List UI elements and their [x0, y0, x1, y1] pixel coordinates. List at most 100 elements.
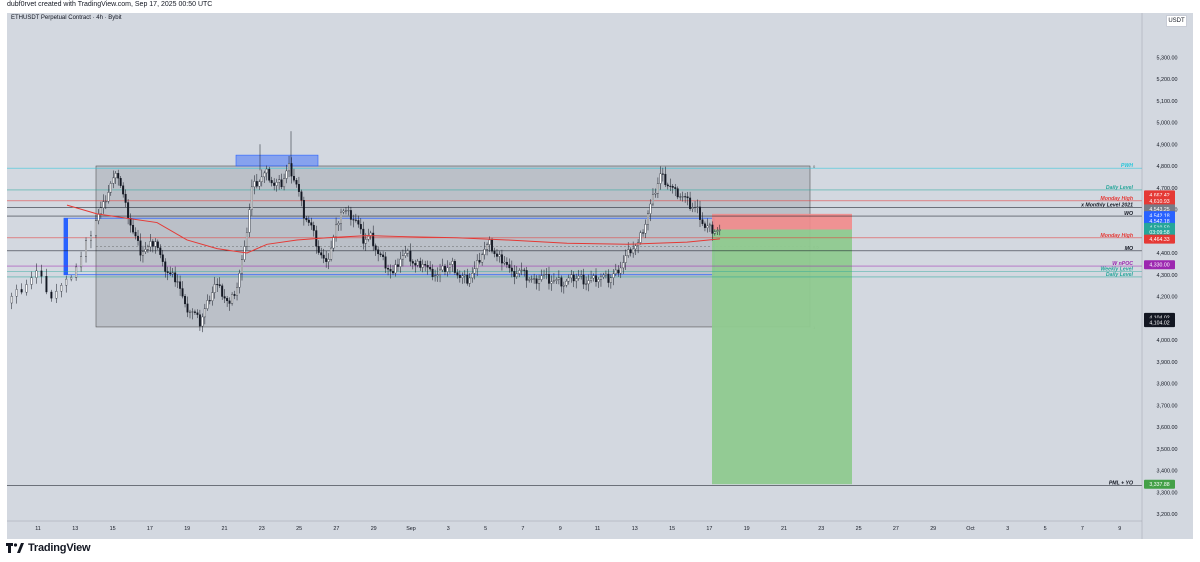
- candle-body: [453, 261, 456, 273]
- candle-body: [545, 273, 548, 275]
- symbol-label: ETHUSDT Perpetual Contract · 4h · Bybit: [11, 15, 122, 21]
- candle-body: [176, 281, 179, 283]
- candle-body: [713, 231, 716, 234]
- candle-body: [456, 272, 459, 276]
- level-label: Daily Level: [1106, 185, 1134, 191]
- credit-text: dubf0rvet created with TradingView.com, …: [7, 1, 213, 8]
- price-badge-text: 4,464.33: [1149, 237, 1169, 243]
- price-tick-label: 4,300.00: [1157, 273, 1178, 279]
- candle-body: [525, 270, 528, 281]
- candle-body: [466, 274, 469, 284]
- candle-body: [421, 264, 424, 268]
- candle-body: [372, 232, 375, 246]
- price-tick-label: 3,300.00: [1157, 490, 1178, 496]
- candle-body: [154, 241, 157, 247]
- candle-body: [627, 249, 630, 256]
- price-badge: [1144, 260, 1175, 270]
- candle-body: [510, 267, 513, 272]
- candle-body: [340, 211, 342, 224]
- candle-body: [674, 187, 677, 189]
- candle-body: [458, 275, 461, 278]
- candle-body: [250, 186, 253, 210]
- candle-body: [335, 224, 338, 238]
- candle-body: [696, 206, 699, 208]
- candle-body: [102, 201, 105, 208]
- candle-body: [530, 278, 533, 280]
- candle-body: [30, 277, 33, 285]
- candle-body: [518, 270, 521, 274]
- candle-body: [196, 312, 199, 315]
- candle-body: [94, 220, 97, 236]
- price-badge-text: 4,543.25: [1149, 207, 1169, 213]
- price-tick-label: 3,400.00: [1157, 469, 1178, 475]
- candle-body: [337, 223, 340, 226]
- time-tick-label: 21: [781, 526, 787, 532]
- candle-body: [562, 285, 565, 287]
- tradingview-logo[interactable]: TradingView: [6, 542, 91, 554]
- price-badge-text: 4,104.02: [1149, 321, 1169, 327]
- candle-body: [691, 207, 694, 209]
- candle-body: [295, 180, 298, 185]
- candle-body: [500, 254, 503, 264]
- candle-body: [701, 219, 704, 224]
- time-tick-label: 29: [930, 526, 936, 532]
- level-label: Monday High: [1100, 233, 1133, 239]
- candle-body: [676, 188, 679, 198]
- candle-body: [322, 254, 325, 259]
- candle-body: [124, 193, 127, 203]
- candle-body: [708, 224, 711, 227]
- blue-range-edge: [64, 218, 68, 275]
- candle-body: [169, 272, 172, 275]
- candle-body: [399, 258, 402, 267]
- candle-body: [288, 163, 291, 172]
- candle-body: [55, 291, 58, 299]
- price-tick-label: 4,000.00: [1157, 338, 1178, 344]
- candle-body: [483, 249, 486, 255]
- candle-body: [245, 232, 248, 247]
- candle-body: [320, 252, 323, 256]
- candle-body: [141, 251, 144, 256]
- candle-body: [543, 274, 546, 276]
- candle-body: [508, 264, 511, 269]
- level-label: W nPOC: [1112, 261, 1133, 267]
- candle-body: [357, 220, 360, 225]
- price-tick-label: 3,800.00: [1157, 382, 1178, 388]
- candle-body: [332, 236, 335, 249]
- candle-body: [478, 260, 481, 263]
- price-tick-label: 4,400.00: [1157, 251, 1178, 257]
- candle-body: [684, 196, 687, 198]
- candle-body: [15, 289, 18, 297]
- candle-body: [548, 273, 550, 284]
- time-tick-label: 21: [222, 526, 228, 532]
- candle-body: [179, 281, 182, 289]
- chart-area[interactable]: ETHUSDT Perpetual Contract · 4h · Bybit …: [7, 13, 1193, 539]
- candle-body: [528, 279, 531, 281]
- price-badge-text: 03:09:58: [1149, 230, 1169, 236]
- level-label: Daily Level: [1106, 272, 1134, 278]
- candle-body: [273, 182, 276, 186]
- candle-body: [275, 182, 278, 186]
- candle-body: [221, 285, 224, 297]
- candle-body: [654, 193, 657, 195]
- candle-body: [159, 247, 162, 255]
- candle-body: [431, 268, 434, 277]
- time-tick-label: 25: [856, 526, 862, 532]
- currency-button[interactable]: USDT: [1166, 15, 1187, 27]
- candle-body: [156, 241, 159, 248]
- candle-body: [540, 275, 543, 280]
- candle-body: [716, 230, 719, 232]
- time-tick-label: 7: [1081, 526, 1084, 532]
- price-tick-label: 3,500.00: [1157, 447, 1178, 453]
- candle-body: [181, 288, 184, 297]
- candle-body: [644, 224, 647, 234]
- candle-body: [75, 266, 78, 278]
- candle-body: [171, 272, 174, 275]
- price-badge-text: 4,610.93: [1149, 199, 1169, 205]
- take-profit-zone: [712, 229, 852, 485]
- candle-body: [429, 267, 432, 270]
- time-tick-label: Sep: [406, 526, 416, 532]
- candle-body: [216, 284, 219, 286]
- candle-body: [354, 219, 357, 221]
- price-badge: [1144, 479, 1175, 489]
